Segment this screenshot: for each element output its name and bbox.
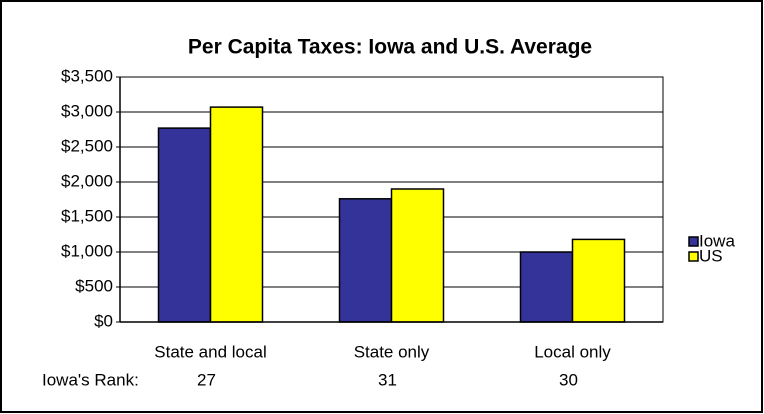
bar	[338, 198, 393, 323]
bar	[571, 238, 626, 323]
rank-label: Iowa's Rank:	[42, 370, 139, 389]
legend-label: US	[699, 246, 723, 265]
y-tick-label: $3,500	[61, 66, 113, 85]
legend-swatch	[688, 251, 699, 262]
bar	[519, 251, 574, 323]
legend-label: Iowa	[699, 231, 735, 250]
rank-value: 31	[378, 370, 397, 389]
legend-swatch	[688, 236, 699, 247]
bar	[390, 188, 445, 323]
chart-title: Per Capita Taxes: Iowa and U.S. Average	[188, 36, 592, 59]
y-tick-label: $2,500	[61, 136, 113, 155]
y-tick-label: $2,000	[61, 171, 113, 190]
y-tick-label: $0	[94, 311, 113, 330]
x-tick-label: State only	[354, 342, 430, 361]
y-tick-label: $500	[75, 276, 113, 295]
x-tick-label: Local only	[534, 342, 611, 361]
bar	[157, 127, 212, 323]
y-tick-label: $1,500	[61, 206, 113, 225]
y-tick-label: $1,000	[61, 241, 113, 260]
rank-value: 27	[197, 370, 216, 389]
y-tick-label: $3,000	[61, 101, 113, 120]
bar	[209, 106, 264, 323]
rank-value: 30	[559, 370, 578, 389]
x-tick-label: State and local	[154, 342, 266, 361]
